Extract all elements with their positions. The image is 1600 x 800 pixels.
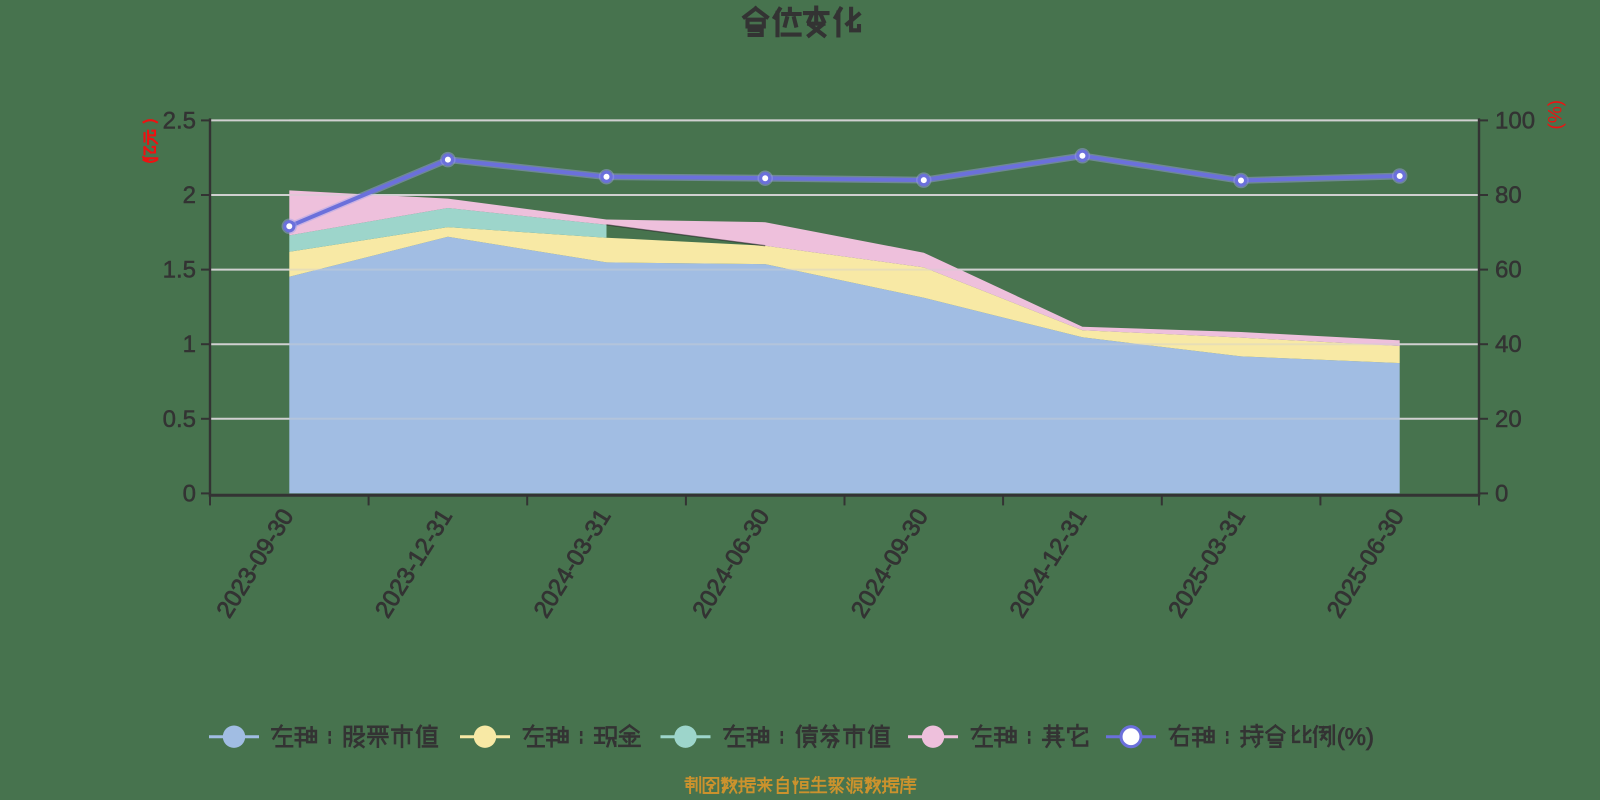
svg-text:2025-03-31: 2025-03-31 (1163, 504, 1251, 622)
svg-text:(%): (%) (1546, 100, 1567, 130)
svg-text:80: 80 (1495, 182, 1522, 209)
svg-text:0: 0 (183, 480, 196, 507)
svg-text:1: 1 (183, 331, 196, 358)
svg-text:20: 20 (1495, 406, 1522, 433)
svg-text:(%): (%) (1337, 724, 1374, 751)
svg-text:60: 60 (1495, 257, 1522, 284)
svg-text:2024-06-30: 2024-06-30 (687, 504, 775, 622)
svg-text:2024-12-31: 2024-12-31 (1005, 504, 1093, 622)
svg-text:2025-06-30: 2025-06-30 (1322, 504, 1410, 622)
svg-text:0: 0 (1495, 480, 1508, 507)
svg-text:100: 100 (1495, 107, 1535, 134)
svg-text:2023-12-31: 2023-12-31 (370, 504, 458, 622)
svg-text:1.5: 1.5 (163, 257, 196, 284)
svg-text:2023-09-30: 2023-09-30 (211, 504, 299, 622)
svg-text:2024-09-30: 2024-09-30 (846, 504, 934, 622)
svg-text:0.5: 0.5 (163, 406, 196, 433)
svg-text:40: 40 (1495, 331, 1522, 358)
svg-text:2: 2 (183, 182, 196, 209)
svg-text:2024-03-31: 2024-03-31 (529, 504, 617, 622)
svg-text:2.5: 2.5 (163, 107, 196, 134)
